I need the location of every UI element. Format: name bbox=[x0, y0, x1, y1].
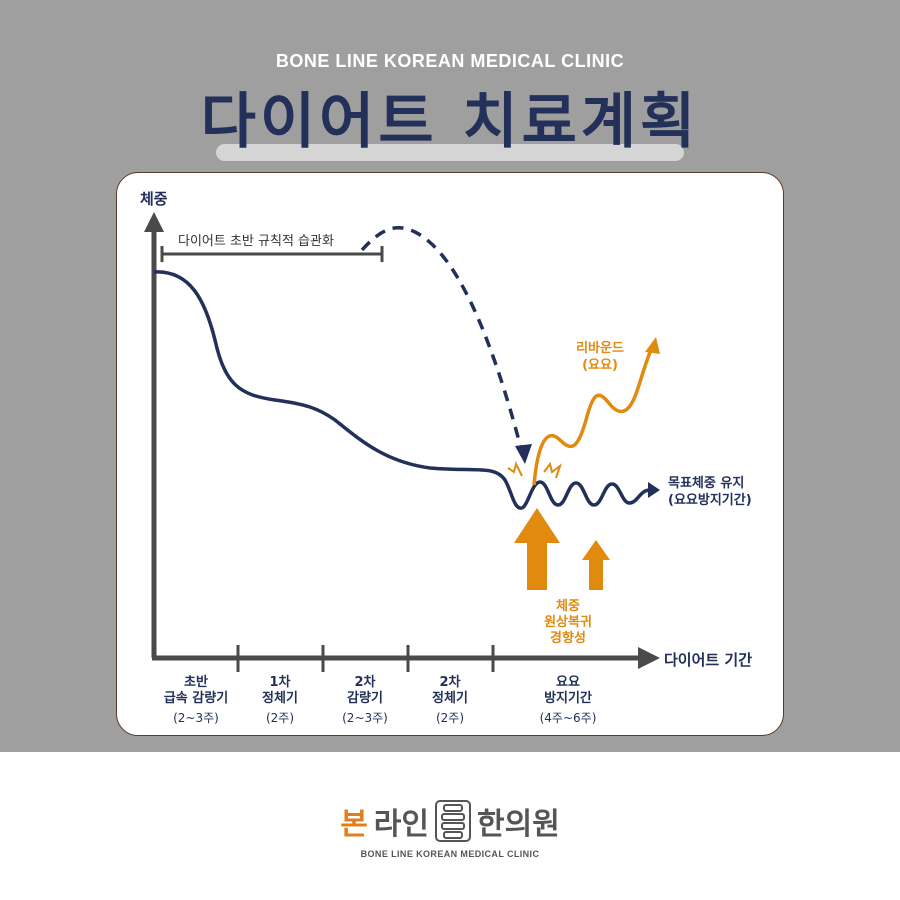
homeostasis-label-line3: 경향성 bbox=[550, 630, 586, 646]
phase-1-line1: 초반 bbox=[184, 674, 208, 690]
homeostasis-label-line2: 원상복귀 bbox=[544, 614, 592, 630]
y-axis-label: 체중 bbox=[140, 190, 168, 208]
phase-1-line3: (2~3주) bbox=[173, 711, 219, 725]
phase-2-line1: 1차 bbox=[269, 674, 290, 690]
phase-4-line1: 2차 bbox=[439, 674, 460, 690]
phase-4-line2: 정체기 bbox=[432, 690, 468, 706]
phase-5-line2: 방지기간 bbox=[544, 690, 592, 706]
y-axis-arrowhead bbox=[144, 212, 164, 232]
habit-label: 다이어트 초반 규칙적 습관화 bbox=[178, 234, 334, 249]
title-underline bbox=[216, 144, 684, 161]
x-axis-arrowhead bbox=[638, 647, 660, 669]
homeostasis-arrow-large bbox=[514, 508, 560, 590]
rebound-arrowhead bbox=[645, 337, 660, 354]
maintain-label-line2: (요요방지기간) bbox=[668, 492, 752, 508]
rebound-curve bbox=[532, 347, 654, 486]
phase-4-line3: (2주) bbox=[436, 711, 464, 725]
habit-dashed-arrow bbox=[360, 226, 524, 453]
spark-right bbox=[543, 461, 562, 479]
phase-2-line2: 정체기 bbox=[262, 690, 298, 706]
footer-logo: 본 라인 한의원 bbox=[0, 796, 900, 846]
maintain-wave bbox=[520, 480, 651, 510]
weight-curve bbox=[153, 270, 523, 510]
phase-3-line2: 감량기 bbox=[347, 691, 383, 706]
habit-dashed-arrowhead bbox=[515, 444, 532, 464]
spark-left bbox=[507, 461, 523, 477]
maintain-arrowhead bbox=[648, 482, 660, 498]
clinic-name-bottom: BONE LINE KOREAN MEDICAL CLINIC bbox=[360, 849, 540, 859]
diagram-card bbox=[116, 172, 784, 736]
phase-label-group: 초반 급속 감량기 (2~3주) 1차 정체기 (2주) 2차 감량기 (2~3… bbox=[164, 674, 597, 725]
spine-icon bbox=[435, 800, 471, 842]
rebound-label-line1: 리바운드 bbox=[576, 340, 624, 356]
clinic-name-top: BONE LINE KOREAN MEDICAL CLINIC bbox=[275, 51, 625, 71]
rebound-label-line2: (요요) bbox=[582, 358, 618, 373]
x-axis-label: 다이어트 기간 bbox=[664, 651, 752, 669]
phase-5-line1: 요요 bbox=[556, 675, 580, 690]
page-title: 다이어트 치료계획 bbox=[200, 87, 700, 157]
homeostasis-label-line1: 체중 bbox=[556, 599, 580, 614]
logo-hanuiwon-text: 한의원 bbox=[477, 807, 560, 842]
homeostasis-arrow-small bbox=[582, 540, 610, 590]
phase-3-line1: 2차 bbox=[354, 674, 375, 690]
logo-bon-text: 본 bbox=[340, 807, 368, 842]
maintain-label-line1: 목표체중 유지 bbox=[668, 476, 744, 491]
phase-1-line2: 급속 감량기 bbox=[164, 691, 228, 706]
phase-3-line3: (2~3주) bbox=[342, 711, 388, 725]
logo-rain-text: 라인 bbox=[373, 807, 429, 842]
phase-5-line3: (4주~6주) bbox=[540, 711, 597, 725]
phase-2-line3: (2주) bbox=[266, 711, 294, 725]
